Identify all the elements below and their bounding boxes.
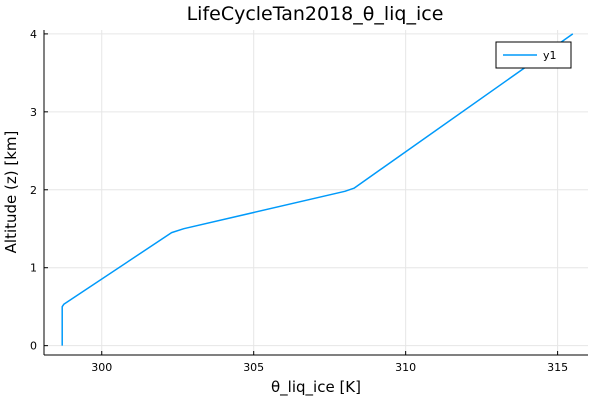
y-tick-label: 0 (30, 340, 37, 353)
x-tick-label: 305 (243, 361, 264, 374)
axes (43, 30, 588, 356)
legend-label-y1: y1 (543, 49, 557, 62)
y-tick-label: 3 (30, 106, 37, 119)
x-tick-label: 300 (91, 361, 112, 374)
y-tick-label: 2 (30, 184, 37, 197)
series-line-y1 (61, 33, 574, 346)
ticks: 300 305 310 315 0 1 2 3 4 (30, 28, 568, 374)
y-axis-label: Altitude (z) [km] (2, 131, 20, 254)
y-tick-label: 1 (30, 262, 37, 275)
x-tick-label: 310 (395, 361, 416, 374)
y-tick-label: 4 (30, 28, 37, 41)
series (61, 33, 574, 346)
legend: y1 (495, 41, 572, 69)
x-axis-label: θ_liq_ice [K] (271, 378, 361, 397)
chart-title: LifeCycleTan2018_θ_liq_ice (187, 3, 444, 25)
grid (44, 30, 588, 355)
x-tick-label: 315 (547, 361, 568, 374)
